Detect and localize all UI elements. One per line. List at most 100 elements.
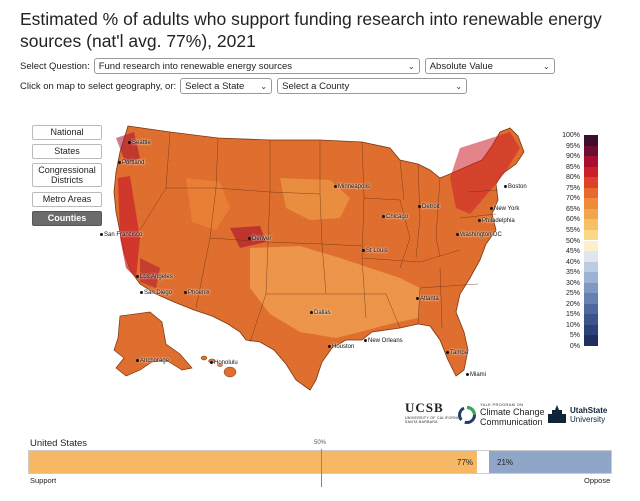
city-dot-icon	[100, 232, 103, 236]
city-label-denver: Denver	[248, 236, 271, 242]
lower-support-region	[280, 178, 350, 220]
page-title: Estimated % of adults who support fundin…	[20, 9, 602, 51]
city-label-houston: Houston	[328, 344, 354, 350]
city-dot-icon	[128, 140, 131, 144]
support-bar-fill	[29, 451, 477, 473]
city-dot-icon	[364, 338, 367, 342]
city-dot-icon	[136, 358, 139, 362]
usu-logo: UtahState University	[546, 404, 607, 424]
high-support-region	[450, 132, 520, 214]
city-dot-icon	[334, 184, 337, 188]
city-dot-icon	[184, 290, 187, 294]
legend-tick-label: 20%	[565, 300, 580, 308]
city-label-seattle: Seattle	[128, 140, 151, 146]
legend-tick-label: 85%	[565, 163, 580, 171]
city-dot-icon	[248, 236, 251, 240]
legend-tick-label: 95%	[565, 142, 580, 150]
county-map[interactable]: Seattle Portland San Francisco Los Angel…	[100, 118, 550, 398]
state-borders	[139, 131, 499, 343]
legend-swatch	[584, 272, 598, 283]
state-select[interactable]: Select a State ⌄	[180, 78, 273, 94]
legend-swatch	[584, 166, 598, 178]
legend-tick-label: 25%	[565, 290, 580, 298]
city-label-philadelphia: Philadelphia	[478, 218, 515, 224]
county-select[interactable]: Select a County ⌄	[277, 78, 468, 94]
geography-row: Click on map to select geography, or: Se…	[20, 78, 472, 94]
legend-tick-label: 65%	[565, 205, 580, 213]
city-label-tampa: Tampa	[446, 350, 468, 356]
high-support-region	[116, 132, 140, 164]
national-support-bar: 77% 21%	[28, 450, 612, 474]
city-dot-icon	[362, 248, 365, 252]
city-label-anchorage: Anchorage	[136, 358, 169, 364]
oppose-bar-fill	[489, 451, 611, 473]
usu-building-icon	[548, 405, 566, 423]
chevron-down-icon: ⌄	[408, 62, 415, 71]
legend-tick-label: 15%	[565, 311, 580, 319]
legend-swatch	[584, 251, 598, 262]
legend-tick-label: 50%	[565, 237, 580, 245]
midpoint-label: 50%	[314, 440, 327, 446]
legend-tick-label: 55%	[565, 226, 580, 234]
support-end-label: Support	[30, 476, 57, 485]
geo-button-congressional-districts[interactable]: Congressional Districts	[32, 163, 102, 187]
yale-climate-logo: YALE PROGRAM ON Climate Change Communica…	[457, 402, 545, 427]
city-dot-icon	[416, 296, 419, 300]
city-dot-icon	[136, 274, 139, 278]
city-dot-icon	[478, 218, 481, 222]
question-select[interactable]: Fund research into renewable energy sour…	[93, 58, 420, 74]
geo-button-national[interactable]: National	[32, 125, 102, 140]
city-dot-icon	[328, 344, 331, 348]
geo-prompt-label: Click on map to select geography, or:	[20, 80, 177, 92]
lower-support-region	[186, 178, 230, 230]
us-map-svg[interactable]	[100, 118, 550, 398]
legend-swatch	[584, 335, 598, 346]
city-label-san-diego: San Diego	[140, 290, 172, 296]
city-label-atlanta: Atlanta	[416, 296, 439, 302]
city-label-miami: Miami	[466, 372, 486, 378]
city-label-boston: Boston	[504, 184, 527, 190]
city-label-chicago: Chicago	[382, 214, 408, 220]
legend-tick-label: 35%	[565, 269, 580, 277]
city-dot-icon	[140, 290, 143, 294]
chevron-down-icon: ⌄	[543, 62, 550, 71]
ucsb-logo: UCSB UNIVERSITY OF CALIFORNIA SANTA BARB…	[405, 400, 461, 424]
legend-tick-label: 80%	[565, 174, 580, 182]
city-label-los-angeles: Los Angeles	[136, 274, 173, 280]
legend-swatch	[584, 229, 598, 241]
chevron-down-icon: ⌄	[455, 82, 463, 91]
city-dot-icon	[504, 184, 507, 188]
city-label-st-louis: St Louis	[362, 248, 388, 254]
legend-tick-label: 100%	[562, 132, 580, 139]
city-dot-icon	[446, 350, 449, 354]
measure-select[interactable]: Absolute Value ⌄	[424, 58, 555, 74]
city-label-minneapolis: Minneapolis	[334, 184, 370, 190]
high-support-region	[118, 176, 140, 278]
legend-tick-label: 75%	[565, 184, 580, 192]
city-label-detroit: Detroit	[418, 204, 440, 210]
city-label-honolulu: Honolulu	[210, 360, 238, 366]
hawaii[interactable]	[200, 355, 237, 378]
legend-swatch	[584, 261, 598, 273]
lower-support-region	[250, 246, 420, 338]
legend-swatch	[584, 187, 598, 199]
legend-swatch	[584, 314, 598, 325]
geo-button-counties[interactable]: Counties	[32, 211, 102, 226]
legend-swatch	[584, 177, 598, 188]
legend-swatch	[584, 282, 598, 294]
city-label-dallas: Dallas	[310, 310, 331, 316]
legend-swatch	[584, 198, 598, 209]
legend-tick-label: 5%	[569, 332, 580, 340]
city-label-new-york: New York	[490, 206, 519, 212]
geo-button-metro-areas[interactable]: Metro Areas	[32, 192, 102, 207]
city-label-washington-dc: Washington DC	[456, 232, 502, 238]
geo-button-states[interactable]: States	[32, 144, 102, 159]
question-row: Select Question: Fund research into rene…	[20, 58, 560, 74]
legend-tick-label: 45%	[565, 248, 580, 256]
support-value: 77%	[457, 458, 474, 467]
legend-swatch	[584, 135, 598, 146]
city-dot-icon	[418, 204, 421, 208]
legend-swatch	[584, 156, 598, 167]
legend-tick-label: 10%	[565, 321, 580, 329]
city-dot-icon	[310, 310, 313, 314]
